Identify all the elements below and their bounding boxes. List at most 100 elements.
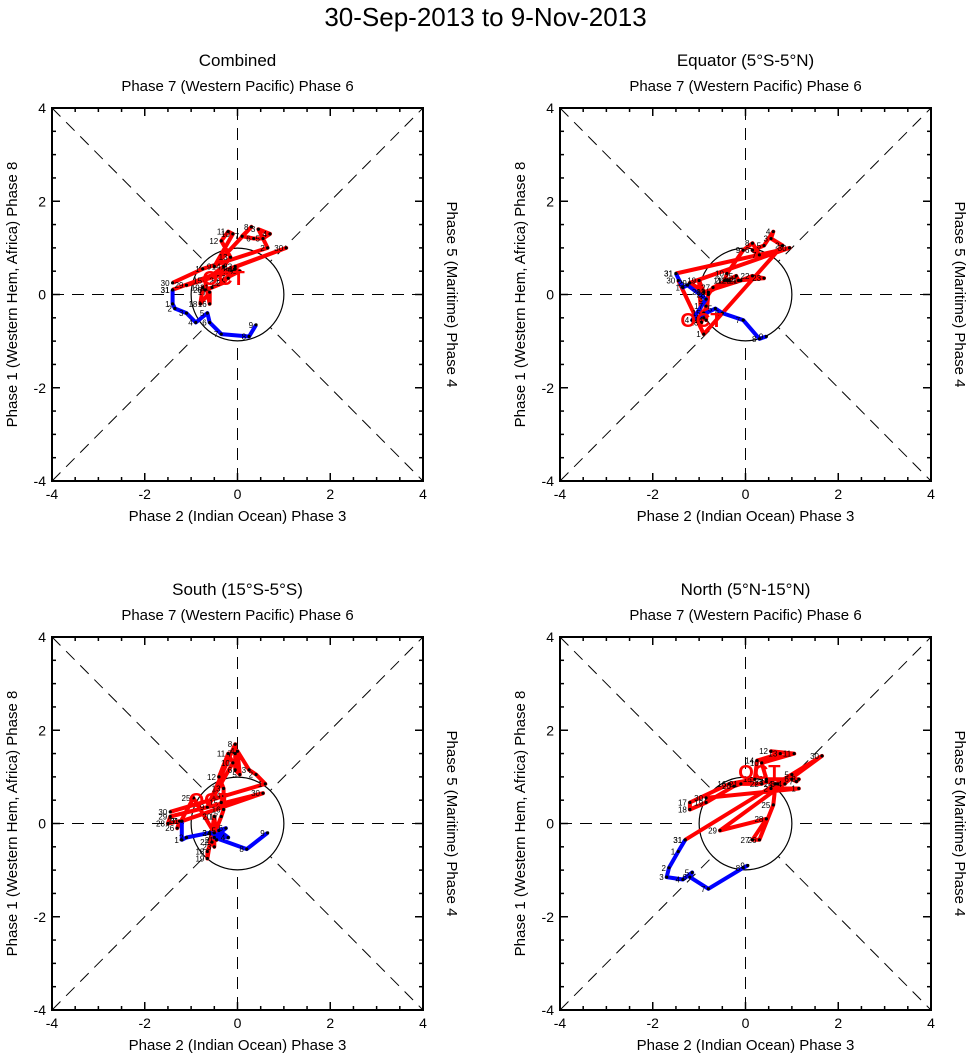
x-tick-label: -2 [647,486,660,502]
day-label: 12 [209,237,218,246]
bottom-axis-label: Phase 2 (Indian Ocean) Phase 3 [637,508,855,525]
day-label: 21 [200,284,209,293]
day-label: 26 [165,824,174,833]
day-label: 21 [729,780,738,789]
data-point [208,302,212,306]
day-label: 6 [682,873,687,882]
data-point [219,239,223,243]
day-label: 30 [251,789,260,798]
data-point [741,318,745,322]
data-point [718,828,722,833]
data-point [266,831,270,835]
y-tick-label: 0 [38,816,46,832]
day-label: 15 [193,277,202,286]
data-point [212,845,216,849]
data-point [667,866,671,870]
day-label: 12 [207,773,216,782]
data-point [757,337,762,341]
data-point [168,810,172,814]
day-label: 2 [167,304,172,313]
data-point [685,283,690,287]
data-point [228,255,233,259]
y-tick-label: 2 [38,193,46,209]
day-label: 4 [685,316,690,325]
day-label: 27 [741,836,750,845]
day-label: 10 [221,230,230,239]
data-point [750,274,755,278]
y-tick-label: 4 [38,100,46,116]
data-point [226,276,230,280]
day-label: 31 [161,286,170,295]
data-point [697,278,701,283]
day-label: 1 [258,780,263,789]
day-label: 17 [678,799,687,808]
data-point [184,835,189,840]
day-label: 22 [741,272,750,281]
day-label: 3 [699,295,704,304]
data-point [702,332,706,336]
day-label: 20 [193,286,202,295]
day-label: 3 [202,829,207,838]
data-point [221,807,226,812]
day-label: 8 [791,775,796,784]
day-label: 15 [743,775,752,784]
panel-title: Combined [199,51,277,70]
day-label: 28 [754,815,763,824]
day-label: 18 [678,806,687,815]
data-point [249,225,254,229]
x-tick-label: 2 [326,486,334,502]
data-point [757,253,762,257]
data-point [247,334,251,339]
x-tick-label: -4 [554,1015,567,1031]
day-label: 8 [242,332,247,341]
data-point [792,751,796,756]
month-label: OCT [202,268,244,290]
day-label: 21 [729,277,738,286]
day-label: 20 [692,288,701,297]
day-label: 22 [200,838,209,847]
data-point [771,229,775,234]
day-label: 25 [182,794,191,803]
data-point [263,782,267,786]
data-point [205,856,209,861]
day-label: 27 [701,284,710,293]
data-point [210,285,214,290]
y-tick-label: -2 [542,909,555,925]
day-label: 31 [664,270,673,279]
panel-title: Equator (5°S-5°N) [677,51,814,70]
day-label: 4 [221,833,226,842]
top-axis-label: Phase 7 (Western Pacific) Phase 6 [629,78,861,95]
data-point [760,782,764,786]
data-point [762,276,766,280]
day-label: 27 [168,817,177,826]
data-point [284,246,288,250]
data-point [233,264,237,269]
day-label: 16 [717,780,726,789]
x-tick-label: -2 [139,486,152,502]
day-label: 11 [217,750,226,759]
y-tick-label: -2 [542,380,555,396]
data-point [205,849,209,854]
day-label: 23 [752,274,761,283]
data-point [704,304,708,308]
day-label: 25 [724,272,733,281]
day-label: 5 [784,771,789,780]
data-point [177,819,182,823]
data-point [180,838,184,842]
day-label: 14 [745,757,754,766]
data-point [797,777,801,781]
day-label: 24 [202,829,211,838]
y-tick-label: -4 [542,473,555,489]
data-point [217,828,221,833]
day-label: 4 [230,747,235,756]
day-label: 12 [759,747,768,756]
x-tick-label: 0 [234,1015,242,1031]
day-label: 24 [223,265,232,274]
data-point [760,761,764,765]
data-point [790,777,794,781]
y-tick-label: -4 [34,1002,47,1018]
y-tick-label: -4 [34,473,47,489]
data-point [769,749,773,753]
data-point [233,768,237,772]
day-label: 15 [692,309,701,318]
